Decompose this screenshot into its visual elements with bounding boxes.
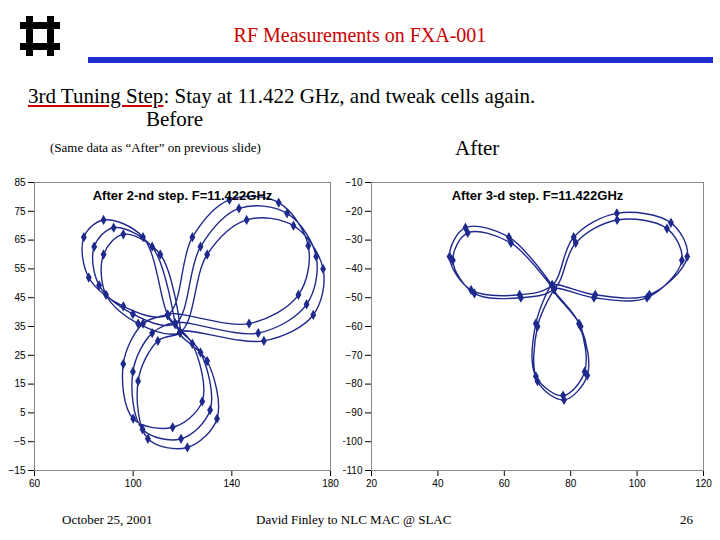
svg-text:−60: −60 [346, 321, 363, 332]
svg-text:20: 20 [366, 478, 378, 489]
svg-text:60: 60 [499, 478, 511, 489]
svg-text:−100: −100 [343, 436, 363, 447]
svg-text:35: 35 [14, 321, 26, 332]
html-text:October 25, 2001: October 25, 2001 [62, 512, 153, 527]
svg-text:60: 60 [29, 478, 41, 489]
svg-text:25: 25 [14, 350, 26, 361]
svg-text:−15: −15 [9, 465, 26, 476]
svg-text:−110: −110 [343, 465, 363, 476]
svg-text:65: 65 [14, 234, 26, 245]
svg-text:40: 40 [432, 478, 444, 489]
svg-text:−10: −10 [346, 177, 363, 188]
svg-text:15: 15 [14, 378, 26, 389]
html-text:David Finley to NLC MAC @ SLAC: David Finley to NLC MAC @ SLAC [256, 512, 452, 527]
svg-text:75: 75 [14, 206, 26, 217]
svg-text:−20: −20 [346, 206, 363, 217]
svg-text:100: 100 [629, 478, 646, 489]
svg-text:180: 180 [322, 478, 339, 489]
html-text:3rd Tuning Step: Stay at 11.42: 3rd Tuning Step: Stay at 11.422 GHz, and… [28, 84, 536, 108]
svg-text:After 3-d step. F=11.422GHz: After 3-d step. F=11.422GHz [452, 188, 624, 203]
html-text:RF Measurements on FXA-001: RF Measurements on FXA-001 [233, 24, 487, 46]
svg-text:80: 80 [565, 478, 577, 489]
html-text:Before: Before [146, 107, 204, 131]
svg-text:−70: −70 [346, 350, 363, 361]
svg-text:−90: −90 [346, 407, 363, 418]
svg-text:140: 140 [223, 478, 240, 489]
svg-text:After 2-nd step. F=11.422GHz: After 2-nd step. F=11.422GHz [93, 188, 273, 203]
svg-text:−50: −50 [346, 292, 363, 303]
svg-text:−80: −80 [346, 378, 363, 389]
svg-text:55: 55 [14, 263, 26, 274]
svg-text:85: 85 [14, 177, 26, 188]
svg-text:120: 120 [695, 478, 712, 489]
svg-text:−5: −5 [14, 436, 26, 447]
svg-text:100: 100 [125, 478, 142, 489]
svg-text:−40: −40 [346, 263, 363, 274]
html-text:After: After [455, 136, 500, 160]
svg-text:−30: −30 [346, 234, 363, 245]
svg-text:45: 45 [14, 292, 26, 303]
html-text:(Same data as “After” on previ: (Same data as “After” on previous slide) [50, 140, 261, 155]
svg-text:5: 5 [20, 407, 26, 418]
html-text:26: 26 [680, 512, 693, 527]
